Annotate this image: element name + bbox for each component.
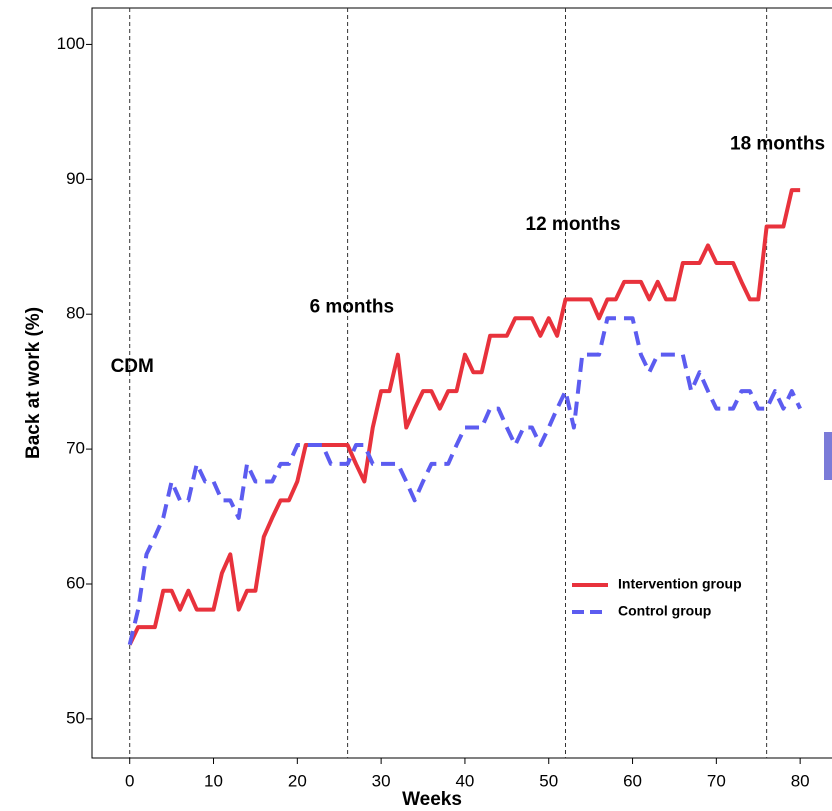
y-tick-label: 80 <box>66 304 85 323</box>
x-tick-label: 80 <box>791 771 810 790</box>
annotation: 18 months <box>730 133 825 154</box>
y-tick-label: 50 <box>66 708 85 727</box>
series-line <box>127 316 802 646</box>
legend-label: Intervention group <box>618 576 742 592</box>
x-tick-label: 30 <box>372 771 391 790</box>
x-axis-label: Weeks <box>402 789 462 810</box>
x-tick-label: 20 <box>288 771 307 790</box>
x-tick-label: 40 <box>455 771 474 790</box>
legend-label: Control group <box>618 603 711 619</box>
series-line <box>127 188 801 646</box>
annotation: 6 months <box>310 296 394 317</box>
x-tick-label: 50 <box>539 771 558 790</box>
annotation: CDM <box>111 356 154 377</box>
x-tick-label: 0 <box>125 771 134 790</box>
annotation: 12 months <box>526 214 621 235</box>
x-tick-label: 70 <box>707 771 726 790</box>
y-axis-label: Back at work (%) <box>23 307 44 459</box>
plot-frame <box>91 7 832 759</box>
x-tick-label: 10 <box>204 771 223 790</box>
y-tick-label: 90 <box>66 169 85 188</box>
x-tick-label: 60 <box>623 771 642 790</box>
y-tick-label: 60 <box>66 573 85 592</box>
y-tick-label: 100 <box>57 34 85 53</box>
cropped-legend-mark <box>824 432 832 480</box>
y-tick-label: 70 <box>66 439 85 458</box>
